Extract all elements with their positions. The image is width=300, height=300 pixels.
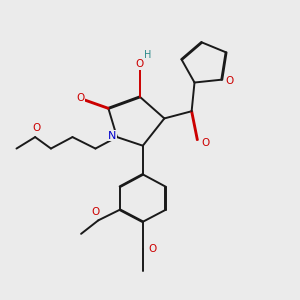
Text: O: O [136,59,144,69]
Text: O: O [32,124,41,134]
Text: H: H [144,50,152,60]
Text: O: O [202,138,210,148]
Text: O: O [149,244,157,254]
Text: O: O [76,93,85,103]
Text: N: N [108,130,116,141]
Text: O: O [91,207,100,217]
Text: O: O [226,76,234,86]
